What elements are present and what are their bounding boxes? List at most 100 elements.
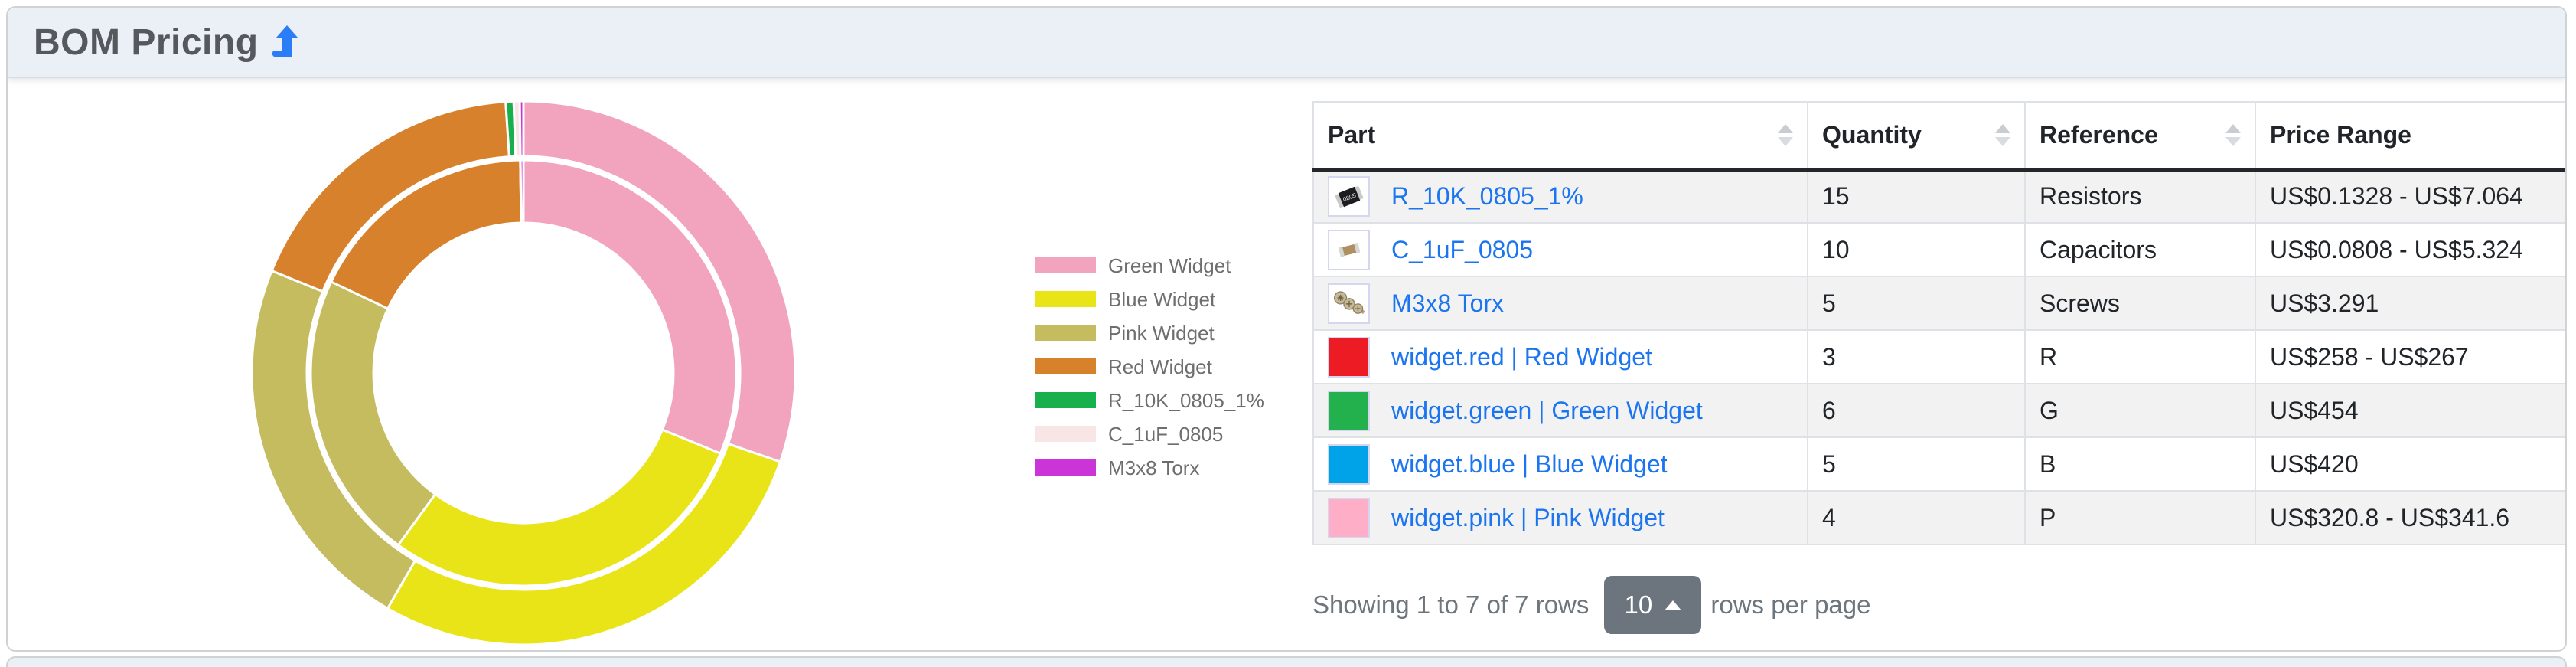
legend-label: Red Widget xyxy=(1108,355,1212,378)
column-header-label: Quantity xyxy=(1822,120,1922,149)
column-header-quantity[interactable]: Quantity xyxy=(1807,101,2026,172)
legend-item[interactable]: R_10K_0805_1% xyxy=(1035,388,1264,412)
table-header-row: Part Quantity Reference Price Range xyxy=(1312,101,2565,172)
column-header-part[interactable]: Part xyxy=(1312,101,1808,172)
part-link[interactable]: widget.pink | Pink Widget xyxy=(1391,503,1665,531)
pagination-summary: Showing 1 to 7 of 7 rows xyxy=(1312,590,1590,619)
donut-slice-m3x8-torx[interactable] xyxy=(518,100,525,158)
column-header-reference[interactable]: Reference xyxy=(2024,101,2256,172)
table-row: M3x8 Torx 5 Screws US$3.291 xyxy=(1312,276,2565,331)
legend-item[interactable]: Blue Widget xyxy=(1035,287,1264,311)
part-link[interactable]: R_10K_0805_1% xyxy=(1391,182,1583,211)
page-size-value: 10 xyxy=(1624,590,1653,619)
part-link[interactable]: widget.green | Green Widget xyxy=(1391,396,1703,424)
column-header-price-range: Price Range xyxy=(2255,101,2565,172)
part-cell: C_1uF_0805 xyxy=(1312,222,1808,277)
quantity-cell: 4 xyxy=(1807,490,2026,545)
pagination-suffix: rows per page xyxy=(1710,590,1871,619)
swatch-fill xyxy=(1329,391,1368,430)
column-header-label: Price Range xyxy=(2270,120,2411,149)
quantity-cell: 5 xyxy=(1807,276,2026,331)
part-cell: M3x8 Torx xyxy=(1312,276,1808,331)
part-link[interactable]: widget.red | Red Widget xyxy=(1391,342,1652,371)
part-cell: 0805 R_10K_0805_1% xyxy=(1312,168,1808,224)
part-cell: widget.green | Green Widget xyxy=(1312,383,1808,438)
reference-cell: Resistors xyxy=(2024,168,2256,224)
legend-label: M3x8 Torx xyxy=(1108,456,1200,479)
legend-label: Blue Widget xyxy=(1108,287,1216,311)
part-link[interactable]: widget.blue | Blue Widget xyxy=(1391,450,1668,478)
part-resistor-0805-photo-icon: 0805 xyxy=(1328,176,1370,217)
legend-swatch-icon xyxy=(1035,325,1096,341)
table-row: widget.green | Green Widget 6 G US$454 xyxy=(1312,383,2565,438)
sort-carets-icon xyxy=(1995,123,2010,146)
reference-cell: B xyxy=(2024,436,2256,492)
reference-cell: P xyxy=(2024,490,2256,545)
sort-carets-icon xyxy=(2225,123,2241,146)
quantity-cell: 5 xyxy=(1807,436,2026,492)
part-link[interactable]: C_1uF_0805 xyxy=(1391,235,1534,263)
table-row: C_1uF_0805 10 Capacitors US$0.0808 - US$5.3… xyxy=(1312,222,2565,277)
legend-swatch-icon xyxy=(1035,392,1096,408)
quantity-cell: 6 xyxy=(1807,383,2026,438)
price-range-cell: US$0.0808 - US$5.324 xyxy=(2255,222,2565,277)
legend-label: C_1uF_0805 xyxy=(1108,422,1224,446)
bom-table: Part Quantity Reference Price Range 0805 R_1… xyxy=(1312,101,2565,545)
price-range-cell: US$3.291 xyxy=(2255,276,2565,331)
panel-title: BOM Pricing xyxy=(34,21,259,63)
donut-slice-m3x8-torx[interactable] xyxy=(519,159,525,224)
part-color-swatch-icon xyxy=(1328,390,1370,431)
reference-cell: R xyxy=(2024,329,2256,384)
part-color-swatch-icon xyxy=(1328,497,1370,538)
legend-swatch-icon xyxy=(1035,291,1096,307)
arrow-turn-up-icon[interactable] xyxy=(272,25,302,62)
caret-up-icon xyxy=(1665,600,1682,610)
part-link[interactable]: M3x8 Torx xyxy=(1391,289,1505,317)
bom-pricing-panel: BOM Pricing Green Widget Blue Widget Pink … xyxy=(6,6,2567,652)
legend-label: Green Widget xyxy=(1108,253,1231,277)
column-header-label: Reference xyxy=(2040,120,2158,149)
legend-label: Pink Widget xyxy=(1108,321,1215,345)
swatch-fill xyxy=(1329,338,1368,376)
column-header-label: Part xyxy=(1328,120,1376,149)
price-range-cell: US$454 xyxy=(2255,383,2565,438)
legend-label: R_10K_0805_1% xyxy=(1108,388,1264,412)
legend-item[interactable]: Red Widget xyxy=(1035,355,1264,378)
donut-slice-green-widget[interactable] xyxy=(522,159,738,455)
legend-item[interactable]: Pink Widget xyxy=(1035,321,1264,345)
next-panel-header-partial xyxy=(6,656,2567,667)
part-cell: widget.pink | Pink Widget xyxy=(1312,490,1808,545)
bom-price-donut-chart[interactable] xyxy=(248,97,799,649)
chart-legend: Green Widget Blue Widget Pink Widget Red Wi… xyxy=(1035,253,1264,493)
part-capacitor-0805-photo-icon xyxy=(1328,229,1370,270)
part-color-swatch-icon xyxy=(1328,336,1370,378)
reference-cell: Screws xyxy=(2024,276,2256,331)
reference-cell: Capacitors xyxy=(2024,222,2256,277)
table-row: widget.red | Red Widget 3 R US$258 - US$267 xyxy=(1312,329,2565,384)
quantity-cell: 15 xyxy=(1807,168,2026,224)
price-range-cell: US$420 xyxy=(2255,436,2565,492)
part-color-swatch-icon xyxy=(1328,443,1370,485)
quantity-cell: 3 xyxy=(1807,329,2026,384)
table-row: widget.blue | Blue Widget 5 B US$420 xyxy=(1312,436,2565,492)
part-torx-screws-photo-icon xyxy=(1328,283,1370,324)
quantity-cell: 10 xyxy=(1807,222,2026,277)
pagination-bar: Showing 1 to 7 of 7 rows 10 rows per pag… xyxy=(1312,576,1871,634)
reference-cell: G xyxy=(2024,383,2256,438)
legend-swatch-icon xyxy=(1035,257,1096,273)
legend-swatch-icon xyxy=(1035,358,1096,374)
price-range-cell: US$0.1328 - US$7.064 xyxy=(2255,168,2565,224)
donut-slice-green-widget[interactable] xyxy=(522,100,797,463)
donut-slice-blue-widget[interactable] xyxy=(396,428,722,587)
table-row: widget.pink | Pink Widget 4 P US$320.8 - US… xyxy=(1312,490,2565,545)
legend-item[interactable]: M3x8 Torx xyxy=(1035,456,1264,479)
panel-header: BOM Pricing xyxy=(8,8,2565,78)
swatch-fill xyxy=(1329,499,1368,537)
legend-item[interactable]: C_1uF_0805 xyxy=(1035,422,1264,446)
sort-carets-icon xyxy=(1778,123,1793,146)
table-row: 0805 R_10K_0805_1% 15 Resistors US$0.1328 - … xyxy=(1312,168,2565,224)
legend-item[interactable]: Green Widget xyxy=(1035,253,1264,277)
page-size-dropdown[interactable]: 10 xyxy=(1604,576,1702,634)
part-cell: widget.blue | Blue Widget xyxy=(1312,436,1808,492)
legend-swatch-icon xyxy=(1035,426,1096,442)
